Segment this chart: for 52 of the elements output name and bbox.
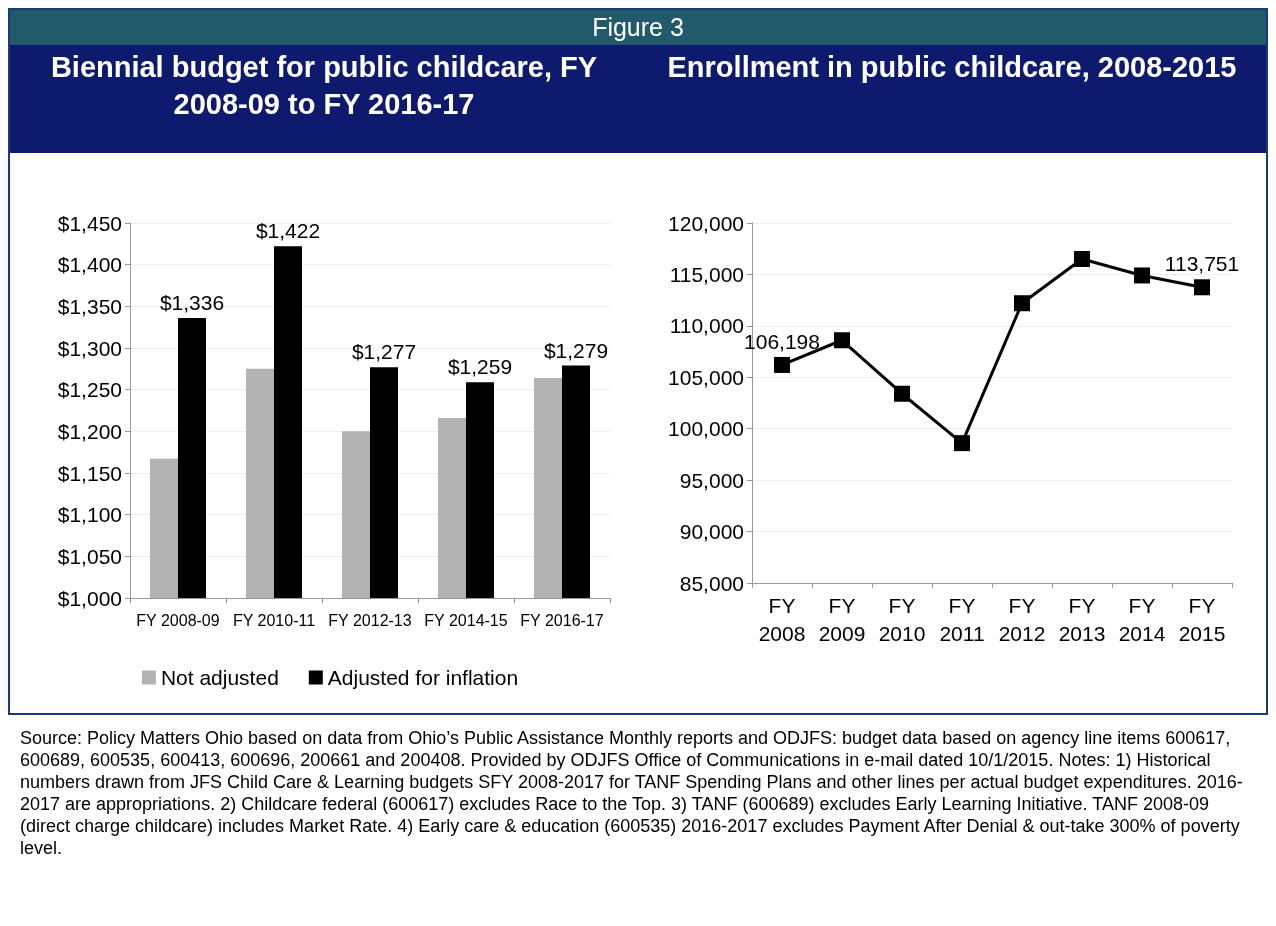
y-tick-label: 110,000 — [669, 314, 744, 338]
x-tick-label: FY 2008 — [758, 593, 806, 645]
legend-label: Adjusted for inflation — [327, 666, 519, 689]
chart-title: Biennial budget for public childcare, FY 2008-09 to FY 2016-17 — [49, 50, 599, 122]
data-label: 113,751 — [1164, 252, 1240, 276]
y-tick-label: 90,000 — [679, 520, 744, 544]
data-label: $1,279 — [543, 338, 609, 362]
y-tick-label: $1,050 — [57, 544, 122, 568]
point — [1074, 251, 1090, 267]
data-label: $1,336 — [159, 291, 225, 314]
x-tick-label: FY 2010 — [878, 593, 926, 645]
y-tick-label: 105,000 — [668, 365, 744, 389]
y-tick-label: $1,000 — [57, 586, 122, 610]
source-note: Source: Policy Matters Ohio based on data from Ohio’s Public Assistance Monthly reports and ODJFS: budget data based on agency line items 600617, 600689, 600535, 600413, 600696, 200661 and 200408. Provided by ODJFS Office of Communications in e-mail dated 10/1/2015. Notes: 1) Historical numbers drawn from JFS Child Care & Learning budgets SFY 2008-2017 for TANF Spending Plans and other lines per actual budget expenditures. 2016-2017 are appropriations. 2) Childcare federal (600617) excludes Race to the Top. 3) TANF (600689) excludes Early Learning Initiative. TANF 2008-09 (direct charge childcare) includes Market Rate. 4) Early care & education (600535) 2016-2017 excludes Payment After Denial & out-take 300% of poverty level. — [20, 727, 1244, 859]
y-tick-label: $1,200 — [57, 419, 122, 443]
x-tick-label: FY 2015 — [1178, 593, 1226, 645]
point — [1134, 267, 1150, 284]
y-tick-label: $1,400 — [57, 253, 122, 277]
y-tick-label: $1,450 — [57, 211, 122, 235]
y-tick-label: 100,000 — [668, 417, 744, 441]
caption: Figure 3 — [10, 10, 1266, 45]
data-label: $1,422 — [255, 219, 321, 243]
x-tick-label: FY 2011 — [939, 593, 985, 645]
x-tick-label: FY 2010-11 — [232, 611, 316, 629]
y-tick-label: $1,250 — [57, 378, 122, 402]
x-tick-label: FY 2016-17 — [520, 611, 604, 629]
legend-label: Not adjusted — [160, 666, 279, 689]
y-tick-label: 115,000 — [669, 262, 744, 286]
y-tick-label: 95,000 — [679, 468, 744, 492]
point — [1194, 279, 1210, 296]
point — [1014, 295, 1030, 312]
x-tick-label: FY 2012-13 — [328, 611, 412, 629]
data-label: 106,198 — [744, 329, 820, 353]
x-tick-label: FY 2012 — [998, 593, 1046, 645]
y-tick-label: 85,000 — [679, 571, 744, 595]
x-tick-label: FY 2009 — [818, 593, 866, 645]
x-tick-label: FY 2014-15 — [424, 611, 508, 629]
data-label: $1,277 — [351, 340, 417, 364]
x-tick-label: FY 2008-09 — [136, 611, 220, 629]
chart-title: Enrollment in public childcare, 2008-2015 — [666, 50, 1238, 85]
y-tick-label: $1,100 — [57, 503, 122, 527]
y-tick-label: $1,350 — [57, 294, 122, 318]
point — [774, 356, 790, 373]
y-tick-label: 120,000 — [668, 211, 744, 235]
x-tick-label: FY 2013 — [1058, 593, 1106, 645]
data-label: $1,259 — [447, 355, 513, 379]
x-tick-label: FY 2014 — [1118, 593, 1166, 645]
y-tick-label: $1,150 — [57, 461, 122, 485]
y-tick-label: $1,300 — [57, 336, 122, 360]
point — [894, 385, 910, 402]
point — [834, 332, 850, 349]
point — [954, 435, 970, 452]
